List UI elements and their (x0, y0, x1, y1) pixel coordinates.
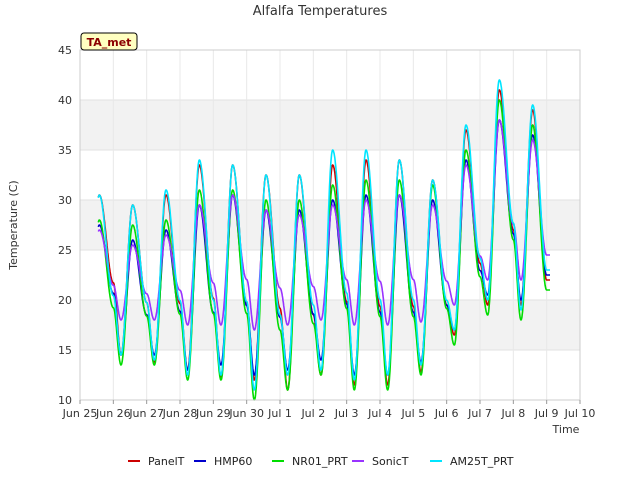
y-tick-label: 30 (58, 194, 72, 207)
ta-met-badge: TA_met (80, 32, 138, 51)
x-tick-label: Jul 5 (400, 407, 425, 420)
series-line-am25t-prt (97, 79, 551, 391)
y-tick-label: 35 (58, 144, 72, 157)
y-axis-ticks: 10 15 20 25 30 35 40 45 (58, 44, 72, 407)
x-tick-label: Jul 4 (367, 407, 392, 420)
y-tick-label: 40 (58, 94, 72, 107)
y-tick-label: 20 (58, 294, 72, 307)
x-tick-label: Jun 26 (95, 407, 131, 420)
x-tick-label: Jul 3 (334, 407, 359, 420)
chart-title: Alfalfa Temperatures (253, 4, 388, 19)
x-tick-label: Jul 7 (467, 407, 492, 420)
x-tick-label: Jun 25 (62, 407, 98, 420)
x-tick-label: Jul 2 (300, 407, 325, 420)
legend-label: PanelT (148, 455, 185, 468)
legend-label: AM25T_PRT (450, 455, 514, 468)
badge-box (80, 32, 138, 51)
x-tick-label: Jul 1 (267, 407, 292, 420)
x-tick-label: Jun 30 (228, 407, 264, 420)
legend-label: NR01_PRT (292, 455, 348, 468)
x-tick-label: Jul 8 (500, 407, 525, 420)
y-tick-label: 15 (58, 344, 72, 357)
y-tick-label: 45 (58, 44, 72, 57)
legend-label: HMP60 (214, 455, 252, 468)
background-band (80, 300, 580, 350)
series-line-sonict (97, 119, 551, 331)
y-tick-label: 10 (58, 394, 72, 407)
x-tick-label: Jun 27 (128, 407, 164, 420)
x-axis-label: Time (552, 423, 580, 436)
y-tick-label: 25 (58, 244, 72, 257)
badge-label: TA_met (87, 36, 132, 49)
x-tick-label: Jun 28 (162, 407, 198, 420)
x-tick-label: Jul 9 (534, 407, 559, 420)
x-tick-label: Jul 10 (564, 407, 596, 420)
legend-label: SonicT (372, 455, 409, 468)
legend: PanelT HMP60 NR01_PRT SonicT AM25T_PRT (128, 455, 514, 468)
x-tick-label: Jun 29 (195, 407, 231, 420)
y-axis-label: Temperature (C) (7, 180, 20, 270)
x-tick-label: Jul 6 (434, 407, 459, 420)
plot-frame (79, 49, 581, 401)
series-layer (97, 79, 551, 401)
